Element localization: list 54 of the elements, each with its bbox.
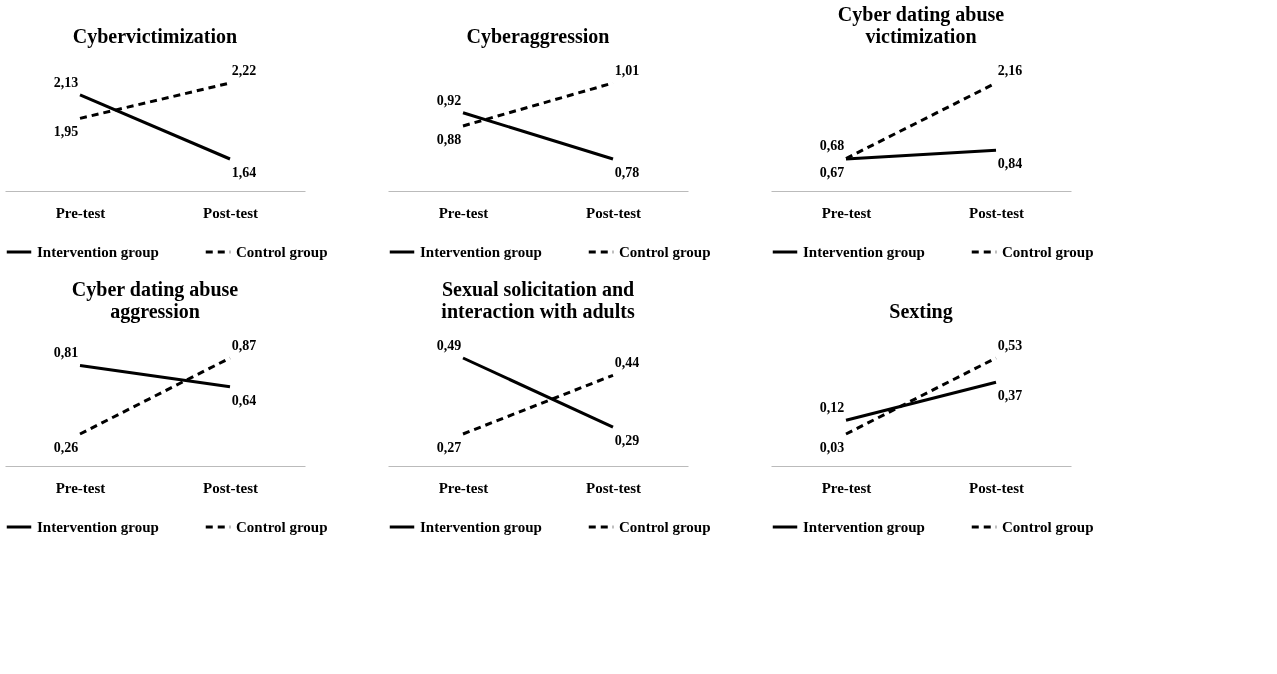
chart-title: Sexual solicitation and interaction with adults bbox=[441, 278, 635, 322]
chart-title: Sexting bbox=[889, 300, 953, 323]
legend-label: Control group bbox=[619, 244, 711, 260]
data-label: 0,88 bbox=[436, 131, 462, 147]
data-label: 0,29 bbox=[614, 433, 640, 449]
x-tick-label: Pre-test bbox=[821, 479, 872, 496]
legend-label: Control group bbox=[1002, 519, 1094, 535]
legend-label: Control group bbox=[619, 519, 711, 535]
data-label: 0,12 bbox=[819, 400, 845, 416]
data-label: 0,67 bbox=[819, 165, 845, 180]
x-tick-label: Pre-test bbox=[821, 204, 872, 221]
x-tick-label: Post-test bbox=[586, 479, 641, 496]
data-label: 2,22 bbox=[231, 63, 257, 78]
data-label: 0,03 bbox=[819, 440, 845, 455]
data-label: 0,92 bbox=[436, 92, 462, 108]
x-tick-label: Post-test bbox=[969, 204, 1024, 221]
legend-label: Control group bbox=[1002, 244, 1094, 260]
x-tick-label: Pre-test bbox=[55, 479, 106, 496]
data-label: 0,87 bbox=[231, 338, 257, 353]
legend-label: Control group bbox=[236, 244, 328, 260]
data-label: 0,84 bbox=[997, 156, 1023, 172]
data-label: 1,64 bbox=[231, 165, 257, 180]
data-label: 0,27 bbox=[436, 440, 462, 455]
x-tick-label: Post-test bbox=[969, 479, 1024, 496]
data-label: 1,95 bbox=[53, 124, 79, 140]
data-label: 1,01 bbox=[614, 63, 640, 78]
x-tick-label: Post-test bbox=[203, 204, 258, 221]
legend-label: Intervention group bbox=[37, 519, 159, 535]
legend-label: Intervention group bbox=[37, 244, 159, 260]
x-tick-label: Pre-test bbox=[438, 479, 489, 496]
data-label: 0,53 bbox=[997, 338, 1023, 353]
legend-label: Intervention group bbox=[420, 519, 542, 535]
legend-label: Intervention group bbox=[803, 519, 925, 535]
legend-label: Intervention group bbox=[420, 244, 542, 260]
x-tick-label: Post-test bbox=[586, 204, 641, 221]
data-label: 0,49 bbox=[436, 338, 462, 353]
data-label: 2,13 bbox=[53, 74, 79, 90]
data-label: 0,26 bbox=[53, 440, 79, 455]
data-label: 0,64 bbox=[231, 392, 257, 408]
x-tick-label: Pre-test bbox=[55, 204, 106, 221]
legend-label: Intervention group bbox=[803, 244, 925, 260]
chart-title: Cyber dating abuse aggression bbox=[71, 278, 239, 323]
data-label: 0,44 bbox=[614, 355, 640, 371]
data-label: 0,68 bbox=[819, 138, 845, 154]
data-label: 0,78 bbox=[614, 165, 640, 180]
x-tick-label: Post-test bbox=[203, 479, 258, 496]
x-tick-label: Pre-test bbox=[438, 204, 489, 221]
data-label: 0,37 bbox=[997, 388, 1023, 404]
data-label: 2,16 bbox=[997, 63, 1023, 78]
chart-title: Cybervictimization bbox=[72, 25, 238, 48]
data-label: 0,81 bbox=[53, 345, 79, 361]
chart-title: Cyberaggression bbox=[466, 25, 610, 48]
legend-label: Control group bbox=[236, 519, 328, 535]
chart-title: Cyber dating abuse victimization bbox=[837, 3, 1005, 47]
